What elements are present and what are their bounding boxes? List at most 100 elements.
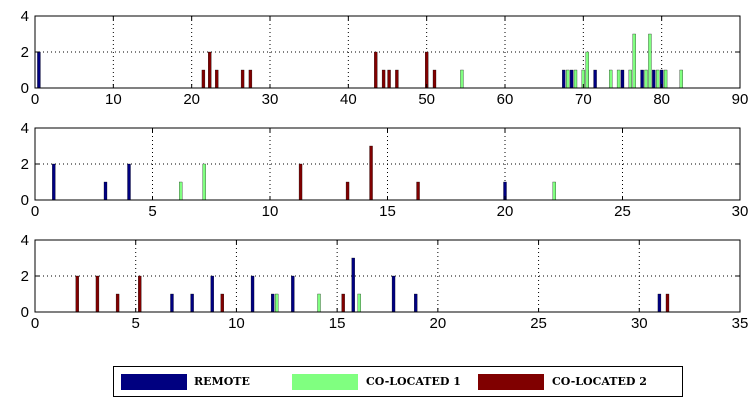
panel-3-bar-remote	[271, 293, 275, 313]
panel-1-bar-co-located-2	[240, 69, 245, 89]
panel-1-bar-co-located-1	[585, 51, 589, 89]
panel-3-ytick-label: 4	[21, 232, 29, 249]
panel-3-bar-remote	[190, 293, 194, 313]
panel-3-xtick-label: 10	[228, 315, 245, 332]
panel-2-xtick-label: 15	[379, 203, 396, 220]
panel-3-bar-remote	[210, 275, 214, 313]
panel-1-bar-co-located-1	[628, 69, 632, 89]
panel-3-bar-co-located-2	[115, 293, 120, 313]
panel-2-bar-remote	[127, 163, 131, 201]
panel-3-bar-co-located-2	[665, 293, 670, 313]
panel-2-bar-remote	[52, 163, 56, 201]
panel-2-ytick-label: 4	[21, 120, 29, 137]
panel-1-xtick-label: 90	[732, 91, 749, 108]
panel-2-bar-co-located-1	[552, 181, 556, 201]
panel-2-bar-co-located-1	[179, 181, 183, 201]
panel-1-ytick-label: 0	[21, 80, 29, 97]
legend: REMOTE CO-LOCATED 1 CO-LOCATED 2	[113, 366, 683, 397]
panel-3-xtick-label: 0	[31, 315, 39, 332]
panel-2-ytick-label: 0	[21, 192, 29, 209]
panel-3-bar-remote	[391, 275, 396, 313]
panel-1-bar-remote	[620, 69, 625, 89]
panel-1-ytick-label: 4	[21, 8, 29, 25]
panel-1-bar-co-located-1	[566, 69, 570, 89]
panel-1-bar-co-located-1	[573, 69, 578, 89]
legend-swatch-colocated-2	[478, 374, 544, 390]
panel-2-xtick-label: 25	[614, 203, 631, 220]
panel-3-ytick-label: 2	[21, 268, 29, 285]
panel-1-bar-remote	[593, 69, 597, 89]
panel-1-bar-co-located-2	[201, 69, 206, 89]
panel-1-bar-co-located-1	[663, 69, 668, 89]
panel-3-bar-co-located-2	[95, 275, 100, 313]
panel-1-bar-co-located-2	[215, 69, 219, 89]
panel-1-bar-co-located-2	[395, 69, 399, 89]
panel-1-xtick-label: 0	[31, 91, 39, 108]
panel-1-bar-remote	[652, 69, 656, 89]
panel-2-bar-co-located-2	[298, 163, 303, 201]
legend-label-colocated-1: CO-LOCATED 1	[366, 375, 461, 388]
panel-2-ytick-label: 2	[21, 156, 29, 173]
panel-3-bar-co-located-2	[220, 293, 224, 313]
panel-1-xtick-label: 40	[340, 91, 357, 108]
panel-3-bar-co-located-1	[275, 293, 279, 313]
panel-2-bar-remote	[103, 181, 108, 201]
panel-3-bar-remote	[657, 293, 662, 313]
panel-3-bar-co-located-2	[341, 293, 345, 313]
panel-1-bar-co-located-1	[632, 33, 636, 89]
panel-1-bar-co-located-2	[381, 69, 386, 89]
panel-1-xtick-label: 60	[497, 91, 514, 108]
panel-1-bar-remote	[569, 69, 574, 89]
panel-2-xtick-label: 30	[732, 203, 749, 220]
panel-1-bar-co-located-1	[616, 69, 621, 89]
panel-3-bar-remote	[414, 293, 418, 313]
legend-swatch-colocated-1	[292, 374, 358, 390]
panel-3-xtick-label: 5	[132, 315, 140, 332]
panel-1-bar-co-located-2	[387, 69, 391, 89]
panel-3-ytick-label: 0	[21, 304, 29, 321]
panel-1-xtick-label: 50	[418, 91, 435, 108]
panel-1-ytick-label: 2	[21, 44, 29, 61]
legend-label-colocated-2: CO-LOCATED 2	[552, 375, 647, 388]
panel-2-bar-co-located-1	[202, 163, 206, 201]
panel-1-xtick-label: 70	[575, 91, 592, 108]
panel-2-bar-co-located-2	[416, 181, 420, 201]
panel-3-xtick-label: 35	[732, 315, 749, 332]
panel-1-bar-co-located-1	[609, 69, 613, 89]
panel-3-bar-co-located-1	[357, 293, 361, 313]
panel-1-bar-co-located-1	[460, 69, 464, 89]
panel-1-bar-remote	[562, 69, 566, 89]
panel-1-bar-co-located-1	[679, 69, 683, 89]
panel-2-xtick-label: 20	[497, 203, 514, 220]
panel-2-xtick-label: 0	[31, 203, 39, 220]
panel-2-xtick-label: 10	[262, 203, 279, 220]
panel-1-bar-co-located-2	[208, 51, 212, 89]
panel-1-xtick-label: 10	[105, 91, 122, 108]
panel-3-xtick-label: 30	[631, 315, 648, 332]
panel-1-bar-co-located-2	[425, 51, 429, 89]
panel-1-xtick-label: 80	[653, 91, 670, 108]
panel-1-bar-co-located-2	[374, 51, 378, 89]
legend-swatch-remote	[121, 374, 187, 390]
panel-1-bar-co-located-2	[248, 69, 253, 89]
panel-2-bar-co-located-2	[345, 181, 350, 201]
panel-1-xtick-label: 30	[262, 91, 279, 108]
panel-3-xtick-label: 25	[530, 315, 547, 332]
panel-1-bar-co-located-2	[432, 69, 437, 89]
panel-2-bar-co-located-2	[369, 145, 373, 201]
panel-1-bar-co-located-1	[656, 69, 660, 89]
panel-3-bar-co-located-2	[138, 275, 142, 313]
panel-3-bar-co-located-2	[75, 275, 79, 313]
panel-3-xtick-label: 15	[329, 315, 346, 332]
panel-1-bar-co-located-1	[644, 69, 648, 89]
panel-1-bar-remote	[37, 51, 41, 89]
panel-1-bar-co-located-1	[648, 33, 652, 89]
panel-2-xtick-label: 5	[148, 203, 156, 220]
panel-1-bar-remote	[640, 69, 644, 89]
panel-1-xtick-label: 20	[183, 91, 200, 108]
panel-3-xtick-label: 20	[430, 315, 447, 332]
legend-label-remote: REMOTE	[194, 375, 250, 388]
panel-3-bar-remote	[351, 257, 355, 313]
panel-3-bar-remote	[291, 275, 295, 313]
